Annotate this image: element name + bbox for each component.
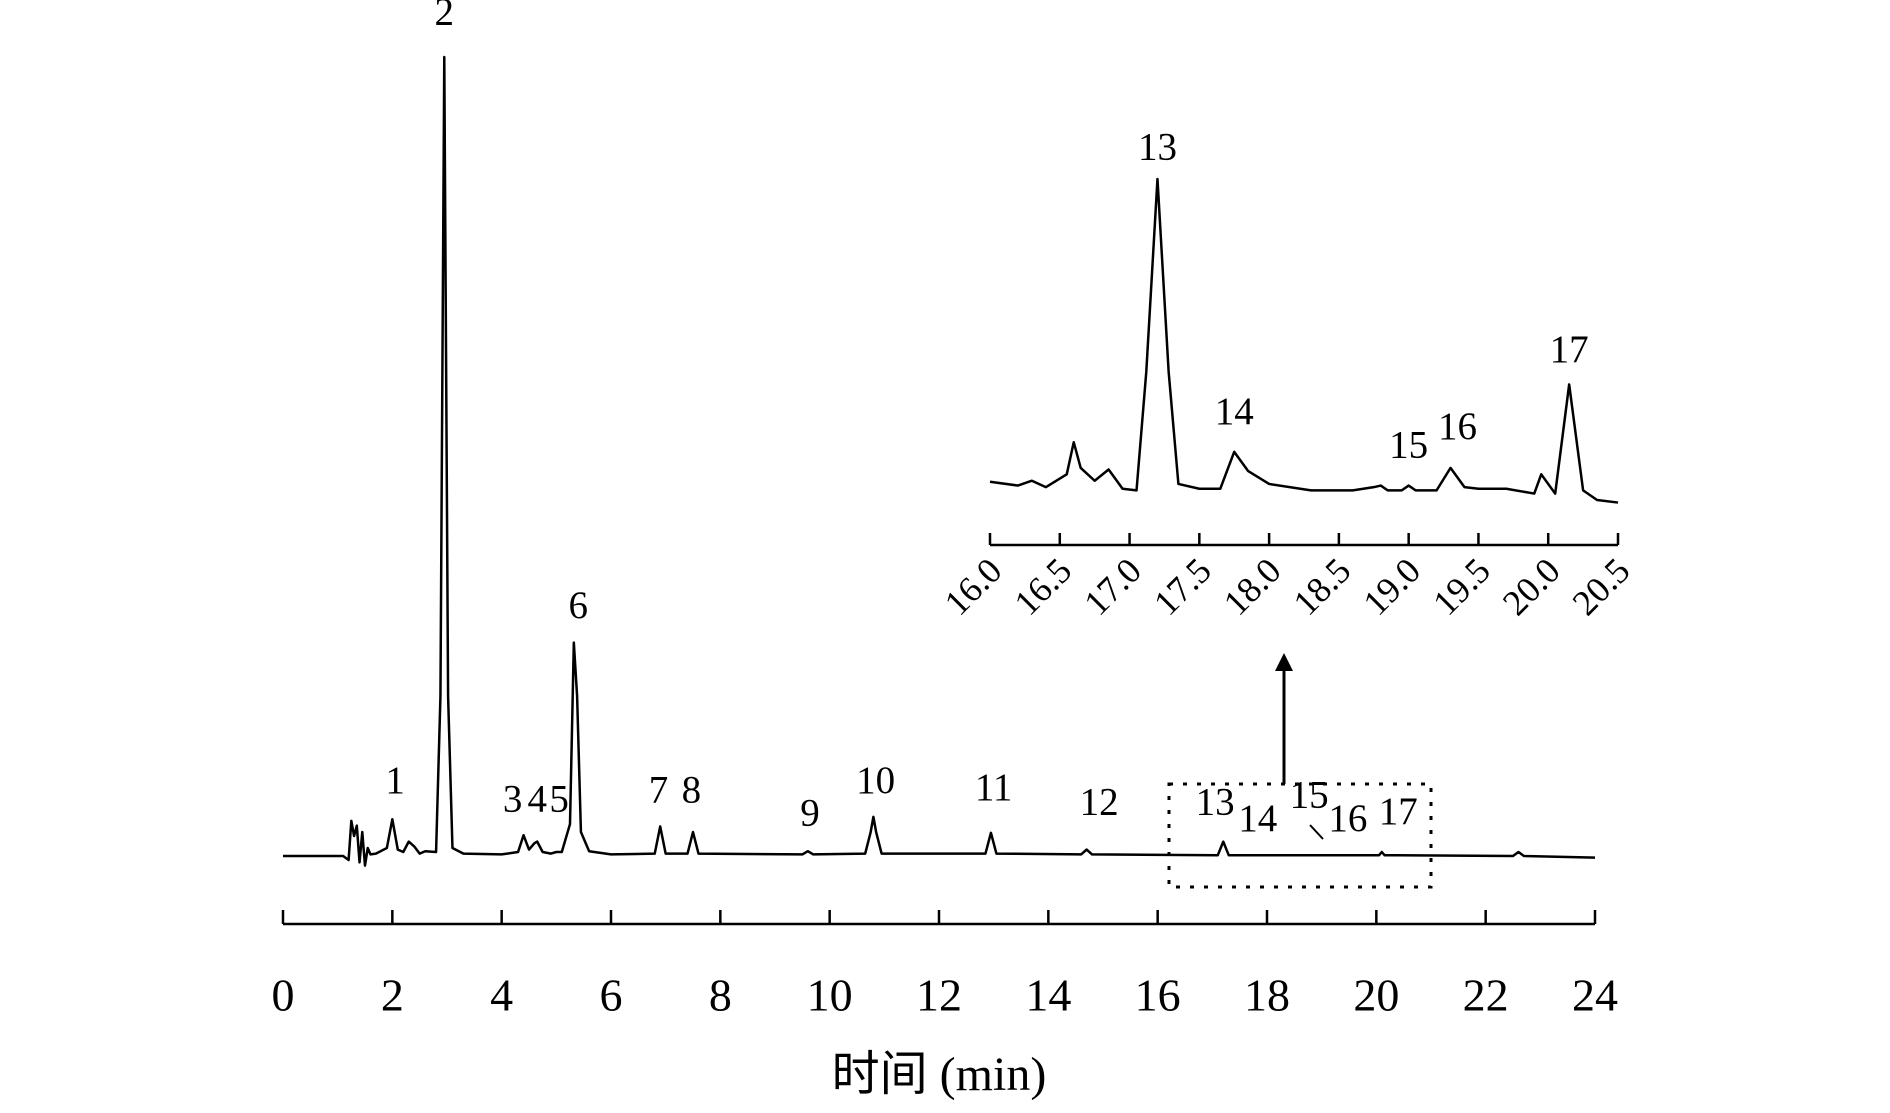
peak-label: 16 xyxy=(1438,405,1477,448)
x-tick-label: 4 xyxy=(490,970,513,1021)
x-tick-label: 8 xyxy=(709,970,732,1021)
peak-label: 2 xyxy=(435,0,455,33)
peak-label: 8 xyxy=(682,768,702,811)
x-tick-label: 14 xyxy=(1025,970,1071,1021)
x-tick-label: 19.5 xyxy=(1425,550,1498,623)
trace xyxy=(989,177,1619,504)
x-tick-label: 6 xyxy=(600,970,623,1021)
peak-label: 7 xyxy=(649,768,669,811)
x-tick-label: 10 xyxy=(807,970,853,1021)
peak-label: 15 xyxy=(1389,423,1428,466)
peak-label: 9 xyxy=(800,792,820,835)
x-tick-label: 20 xyxy=(1353,970,1399,1021)
peak-label: 10 xyxy=(856,759,895,802)
x-tick-label: 18.5 xyxy=(1286,550,1359,623)
x-axis-label: 时间 (min) xyxy=(832,1048,1047,1101)
x-tick-label: 19.0 xyxy=(1355,550,1428,623)
peak-label: 17 xyxy=(1550,328,1589,371)
peak-label: 14 xyxy=(1215,390,1254,433)
x-tick-label: 16.0 xyxy=(937,550,1010,623)
peak-label: 11 xyxy=(975,766,1013,809)
x-tick-label: 0 xyxy=(272,970,295,1021)
peak-label: 16 xyxy=(1328,797,1367,840)
peak-label: 6 xyxy=(568,584,588,627)
peak-label: 13 xyxy=(1196,780,1235,823)
x-tick-label: 20.0 xyxy=(1495,550,1568,623)
x-tick-label: 20.5 xyxy=(1565,550,1638,623)
x-tick-label: 16 xyxy=(1135,970,1181,1021)
peak-label: 12 xyxy=(1080,780,1119,823)
peak-label: 3 xyxy=(503,777,523,820)
peak-label: 1 xyxy=(385,759,405,802)
pointer-arrow xyxy=(1309,824,1324,840)
peak-label: 5 xyxy=(549,777,569,820)
trace xyxy=(283,55,1596,867)
x-tick-label: 12 xyxy=(916,970,962,1021)
x-tick-label: 22 xyxy=(1463,970,1509,1021)
x-tick-label: 18 xyxy=(1244,970,1290,1021)
peak-label: 4 xyxy=(527,777,547,820)
peak-label: 15 xyxy=(1290,773,1329,816)
x-tick-label: 16.5 xyxy=(1006,550,1079,623)
x-tick-label: 17.0 xyxy=(1076,550,1149,623)
x-tick-label: 17.5 xyxy=(1146,550,1219,623)
x-tick-label: 18.0 xyxy=(1216,550,1289,623)
x-tick-label: 24 xyxy=(1572,970,1618,1021)
peak-label: 14 xyxy=(1238,797,1277,840)
peak-label: 13 xyxy=(1138,126,1177,169)
x-tick-label: 2 xyxy=(381,970,404,1021)
peak-label: 17 xyxy=(1379,790,1418,833)
